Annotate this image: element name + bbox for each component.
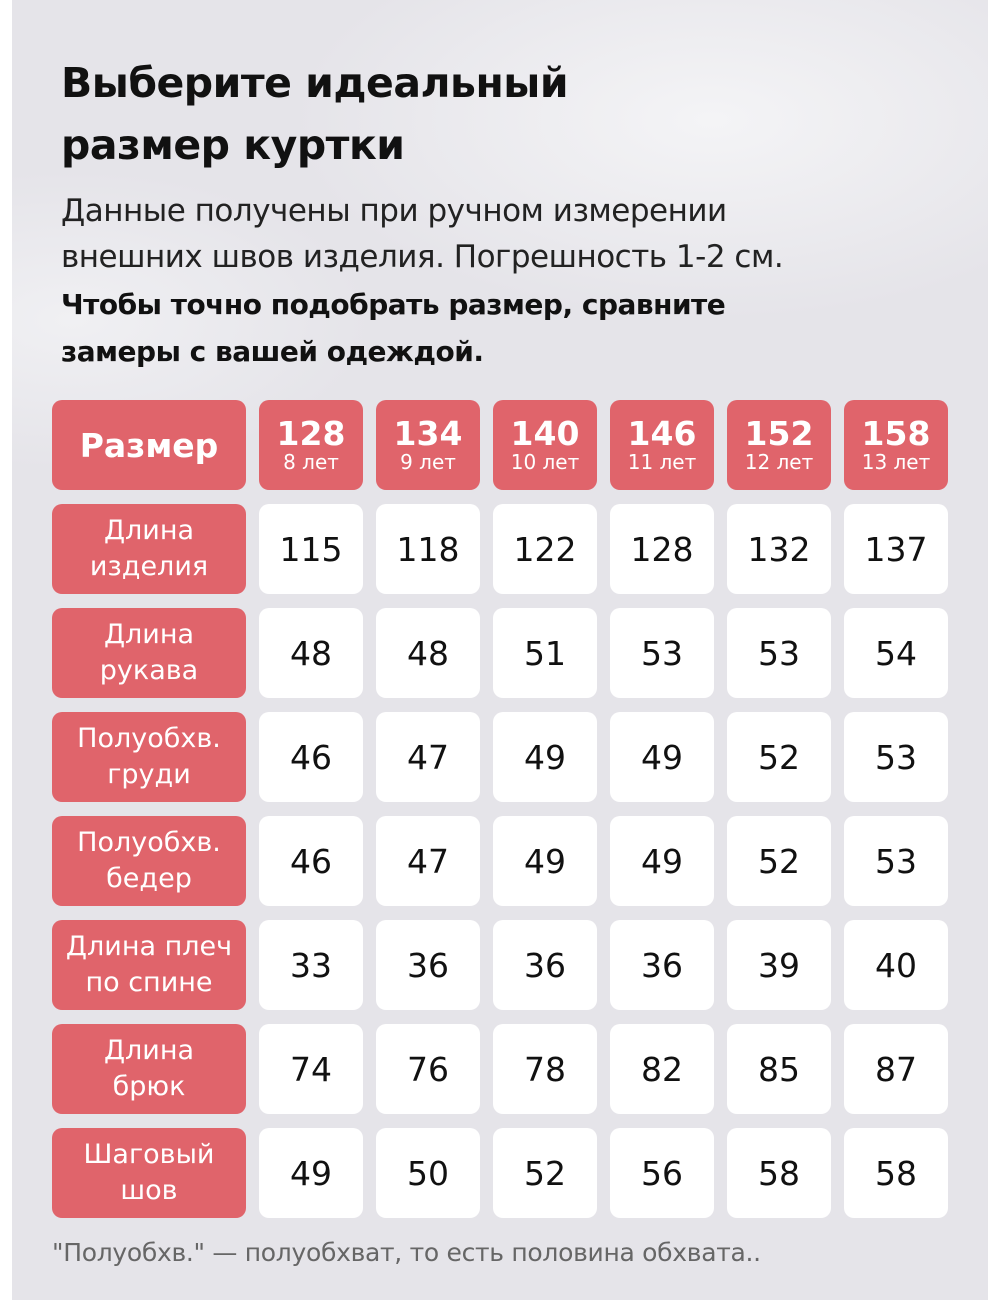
table-cell: 47 [376,712,480,802]
table-cell: 128 [610,504,714,594]
table-cell: 51 [493,608,597,698]
size-age: 13 лет [861,450,931,474]
row-label-line: изделия [89,551,209,582]
table-cell: 87 [844,1024,948,1114]
size-value: 158 [861,414,931,453]
table-cell: 39 [727,920,831,1010]
size-age: 11 лет [627,450,697,474]
table-cell: 58 [844,1128,948,1218]
table-cell: 49 [610,816,714,906]
row-label-line: по спине [85,967,213,998]
row-label: Шаговый шов [52,1128,246,1218]
size-age: 9 лет [400,450,456,474]
table-cell: 58 [727,1128,831,1218]
subtitle: Данные получены при ручном измерении вне… [61,188,784,280]
table-cell: 56 [610,1128,714,1218]
table-cell: 118 [376,504,480,594]
footnote: "Полуобхв." — полуобхват, то есть полови… [52,1238,761,1267]
table-cell: 36 [376,920,480,1010]
bold-note-line: Чтобы точно подобрать размер, сравните [61,288,726,321]
size-table: Размер 128 8 лет 134 9 лет 140 10 лет 146 11 ле… [52,400,948,1218]
table-cell: 132 [727,504,831,594]
size-header-cell: 152 12 лет [727,400,831,490]
size-header-cell: 146 11 лет [610,400,714,490]
table-cell: 54 [844,608,948,698]
table-cell: 52 [727,816,831,906]
size-value: 128 [276,414,346,453]
row-label-line: Длина [103,619,195,650]
table-cell: 46 [259,816,363,906]
table-cell: 82 [610,1024,714,1114]
table-cell: 85 [727,1024,831,1114]
subtitle-line: Данные получены при ручном измерении [61,193,727,229]
size-age: 8 лет [283,450,339,474]
table-cell: 49 [493,712,597,802]
bold-note: Чтобы точно подобрать размер, сравните з… [61,281,726,375]
table-cell: 33 [259,920,363,1010]
table-cell: 52 [493,1128,597,1218]
table-cell: 122 [493,504,597,594]
bold-note-line: замеры с вашей одеждой. [61,335,484,368]
size-header-cell: 158 13 лет [844,400,948,490]
title-line: размер куртки [61,121,405,169]
table-cell: 76 [376,1024,480,1114]
table-cell: 50 [376,1128,480,1218]
subtitle-line: внешних швов изделия. Погрешность 1-2 см… [61,239,784,275]
table-cell: 49 [259,1128,363,1218]
size-value: 134 [393,414,463,453]
table-cell: 46 [259,712,363,802]
table-cell: 40 [844,920,948,1010]
table-cell: 53 [727,608,831,698]
table-cell: 137 [844,504,948,594]
size-age: 10 лет [510,450,580,474]
row-label: Длина рукава [52,608,246,698]
table-cell: 48 [259,608,363,698]
table-cell: 47 [376,816,480,906]
table-cell: 52 [727,712,831,802]
size-value: 146 [627,414,697,453]
row-label-line: груди [107,759,191,790]
row-label-line: брюк [112,1071,186,1102]
page-title: Выберите идеальный размер куртки [61,52,569,176]
table-cell: 36 [610,920,714,1010]
size-header-cell: 134 9 лет [376,400,480,490]
size-age: 12 лет [744,450,814,474]
size-value: 152 [744,414,814,453]
size-header-cell: 128 8 лет [259,400,363,490]
row-label: Длина брюк [52,1024,246,1114]
size-value: 140 [510,414,580,453]
row-label: Длина плеч по спине [52,920,246,1010]
title-line: Выберите идеальный [61,59,569,107]
table-cell: 49 [610,712,714,802]
row-label-line: Полуобхв. [77,827,221,858]
row-label-line: Шаговый [83,1139,215,1170]
row-label-line: Длина плеч [65,931,233,962]
table-cell: 48 [376,608,480,698]
row-label-line: шов [120,1175,178,1206]
row-label-line: Полуобхв. [77,723,221,754]
row-label-line: рукава [99,655,199,686]
table-cell: 49 [493,816,597,906]
row-label-line: Длина [103,515,195,546]
row-label-line: Длина [103,1035,195,1066]
row-label: Полуобхв. бедер [52,816,246,906]
table-cell: 53 [844,816,948,906]
row-label: Полуобхв. груди [52,712,246,802]
table-cell: 53 [610,608,714,698]
row-label: Длина изделия [52,504,246,594]
size-header-cell: 140 10 лет [493,400,597,490]
table-cell: 78 [493,1024,597,1114]
row-label-line: бедер [106,863,192,894]
table-cell: 115 [259,504,363,594]
table-cell: 36 [493,920,597,1010]
header-label: Размер [52,400,246,490]
table-cell: 53 [844,712,948,802]
table-cell: 74 [259,1024,363,1114]
